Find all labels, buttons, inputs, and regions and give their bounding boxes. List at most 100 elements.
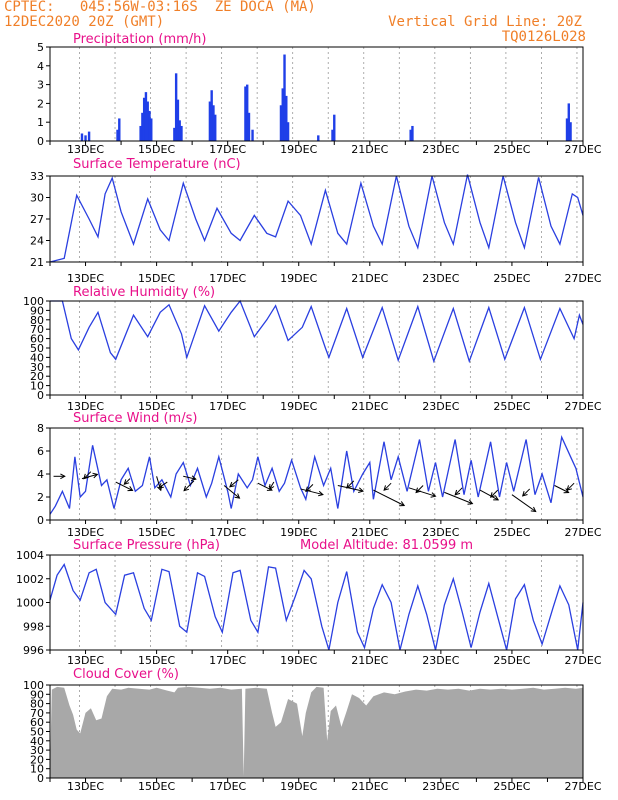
wind-xtick-label: 19DEC xyxy=(280,526,317,539)
precipitation-bar xyxy=(176,99,180,141)
pressure-xtick-label: 21DEC xyxy=(351,654,388,667)
precipitation-bar xyxy=(174,73,178,141)
wind-vector xyxy=(490,489,499,498)
wind-xtick-label: 15DEC xyxy=(138,526,175,539)
wind-vector-head xyxy=(489,492,496,498)
precipitation-bar xyxy=(565,118,569,141)
precipitation-bar xyxy=(279,105,283,141)
precipitation-bar xyxy=(214,114,217,141)
wind-xtick-label: 27DEC xyxy=(564,526,601,539)
cloud-cover-ytick-label: 70 xyxy=(30,707,44,720)
pressure-xtick-label: 27DEC xyxy=(564,654,601,667)
precipitation-bar xyxy=(87,131,91,141)
wind-vector xyxy=(554,485,569,493)
cloud-cover-xtick-label: 25DEC xyxy=(493,780,530,793)
wind-xtick-label: 25DEC xyxy=(493,526,530,539)
wind-vector xyxy=(522,488,531,497)
humidity-ytick-label: 90 xyxy=(30,304,44,317)
pressure-xtick-label: 15DEC xyxy=(138,654,175,667)
precipitation-ytick-label: 0 xyxy=(37,135,44,148)
cloud-cover-ytick-label: 90 xyxy=(30,688,44,701)
precipitation-bar xyxy=(116,129,119,141)
precipitation-xtick-label: 21DEC xyxy=(351,143,388,156)
temperature-ytick-label: 21 xyxy=(30,256,44,269)
wind-vector xyxy=(300,488,324,496)
wind-vector xyxy=(158,481,168,489)
precipitation-bar xyxy=(569,122,572,141)
precipitation-ytick-label: 2 xyxy=(37,97,44,110)
precipitation-bar xyxy=(247,112,251,141)
pressure-title: Surface Pressure (hPa) xyxy=(73,538,220,553)
cloud-cover-ytick-label: 50 xyxy=(30,726,44,739)
cloud-cover-ytick-label: 20 xyxy=(30,753,44,766)
cloud-cover-ytick-label: 100 xyxy=(23,679,44,692)
pressure-ytick-label: 1002 xyxy=(16,573,44,586)
cloud-cover-title: Cloud Cover (%) xyxy=(73,667,179,682)
precipitation-xtick-label: 25DEC xyxy=(493,143,530,156)
precipitation-ytick-label: 5 xyxy=(37,41,44,54)
wind-vector-head xyxy=(305,486,311,493)
wind-vector-head xyxy=(399,501,406,507)
wind-vector-head xyxy=(346,482,352,489)
wind-vector-head xyxy=(123,479,130,485)
humidity-xtick-label: 23DEC xyxy=(422,400,459,413)
cloud-cover-ytick-label: 80 xyxy=(30,698,44,711)
wind-vector-head xyxy=(234,493,241,499)
precipitation-bar xyxy=(178,120,181,141)
pressure-ytick-label: 998 xyxy=(23,620,44,633)
wind-vector-head xyxy=(521,491,528,497)
precipitation-bar xyxy=(251,129,254,141)
temperature-xtick-label: 27DEC xyxy=(564,272,601,285)
wind-vector xyxy=(183,475,196,480)
wind-vector xyxy=(511,494,537,512)
wind-vector xyxy=(444,491,473,505)
wind-vector xyxy=(115,481,133,491)
humidity-xtick-label: 21DEC xyxy=(351,400,388,413)
precipitation-bar xyxy=(331,129,334,141)
wind-vector-head xyxy=(229,481,235,488)
precipitation-bar xyxy=(84,135,87,141)
wind-xtick-label: 21DEC xyxy=(351,526,388,539)
precipitation-bar xyxy=(246,84,249,141)
cloud-cover-xtick-label: 15DEC xyxy=(138,780,175,793)
precipitation-bar xyxy=(212,105,215,141)
precipitation-bar xyxy=(150,118,153,141)
humidity-xtick-label: 15DEC xyxy=(138,400,175,413)
cloud-cover-ytick-label: 10 xyxy=(30,763,44,776)
humidity-ytick-label: 70 xyxy=(30,323,44,336)
temperature-frame xyxy=(49,175,584,263)
humidity-xtick-label: 25DEC xyxy=(493,400,530,413)
precipitation-xtick-label: 23DEC xyxy=(422,143,459,156)
wind-xtick-label: 17DEC xyxy=(209,526,246,539)
wind-vector-head xyxy=(92,472,99,479)
precipitation-bar xyxy=(144,92,148,141)
precipitation-ytick-label: 1 xyxy=(37,116,44,129)
wind-ytick-label: 6 xyxy=(37,445,44,458)
wind-vector xyxy=(346,480,355,489)
precipitation-bar xyxy=(409,129,412,141)
precipitation-bar xyxy=(244,86,247,141)
wind-vector-head xyxy=(454,489,461,496)
humidity-ytick-label: 0 xyxy=(37,389,44,402)
humidity-ytick-label: 20 xyxy=(30,370,44,383)
wind-vector xyxy=(269,481,275,490)
wind-xtick-label: 23DEC xyxy=(422,526,459,539)
wind-title: Surface Wind (m/s) xyxy=(73,411,197,426)
precipitation-ytick-label: 4 xyxy=(37,60,44,73)
humidity-xtick-label: 17DEC xyxy=(209,400,246,413)
precipitation-bar xyxy=(148,110,151,141)
temperature-xtick-label: 23DEC xyxy=(422,272,459,285)
cloud-cover-xtick-label: 23DEC xyxy=(422,780,459,793)
cloud-cover-xtick-label: 27DEC xyxy=(564,780,601,793)
wind-vector-head xyxy=(127,486,134,492)
wind-vector-head xyxy=(317,490,324,497)
wind-xtick-label: 13DEC xyxy=(67,526,104,539)
wind-vector-head xyxy=(383,485,390,491)
precipitation-bar xyxy=(210,90,213,141)
pressure-ytick-label: 1000 xyxy=(16,597,44,610)
temperature-xtick-label: 25DEC xyxy=(493,272,530,285)
pressure-xtick-label: 17DEC xyxy=(209,654,246,667)
precipitation-bar xyxy=(208,101,212,141)
temperature-ytick-label: 30 xyxy=(30,192,44,205)
